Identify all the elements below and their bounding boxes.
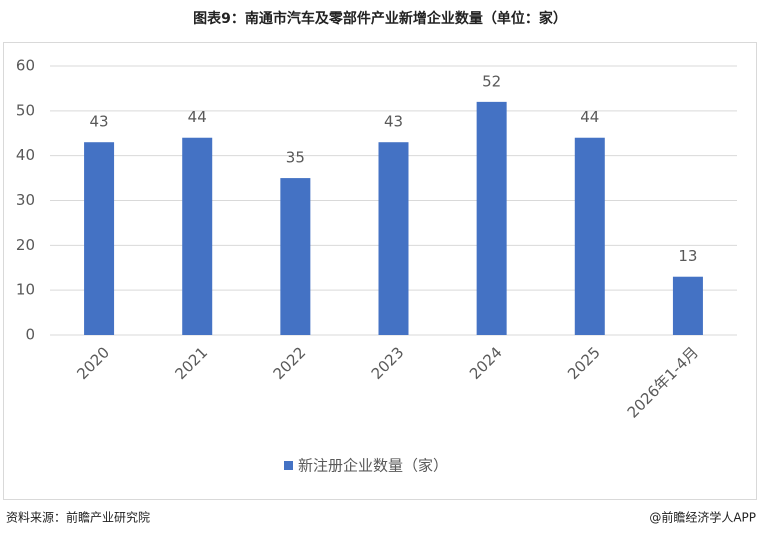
legend-swatch — [284, 461, 293, 470]
bar — [378, 142, 409, 335]
chart-border — [3, 42, 757, 500]
x-tick-label: 2025 — [564, 343, 604, 383]
credit: @前瞻经济学人APP — [649, 510, 756, 525]
y-tick-label: 10 — [16, 281, 35, 299]
y-tick-label: 0 — [25, 326, 35, 344]
bar — [476, 101, 507, 335]
bar — [182, 137, 213, 335]
x-tick-label: 2026年1-4月 — [624, 343, 702, 421]
x-tick-label: 2020 — [73, 343, 113, 383]
bar — [672, 276, 703, 335]
bar — [574, 137, 605, 335]
data-label: 43 — [384, 113, 403, 131]
legend-label: 新注册企业数量（家） — [298, 457, 448, 475]
data-label: 13 — [678, 247, 697, 265]
x-tick-label: 2022 — [270, 343, 310, 383]
x-tick-label: 2024 — [466, 343, 506, 383]
y-tick-label: 60 — [16, 57, 35, 75]
bar — [84, 142, 115, 335]
data-label: 44 — [580, 108, 599, 126]
x-tick-label: 2023 — [368, 343, 408, 383]
chart-title: 图表9：南通市汽车及零部件产业新增企业数量（单位：家） — [193, 10, 567, 27]
y-tick-label: 50 — [16, 101, 35, 119]
data-label: 43 — [90, 113, 109, 131]
data-label: 44 — [188, 108, 207, 126]
y-tick-label: 20 — [16, 236, 35, 254]
data-label: 35 — [286, 149, 305, 167]
bar — [280, 178, 311, 335]
source: 资料来源：前瞻产业研究院 — [6, 510, 150, 525]
y-tick-label: 30 — [16, 191, 35, 209]
data-label: 52 — [482, 72, 501, 90]
x-tick-label: 2021 — [171, 343, 211, 383]
y-tick-label: 40 — [16, 146, 35, 164]
